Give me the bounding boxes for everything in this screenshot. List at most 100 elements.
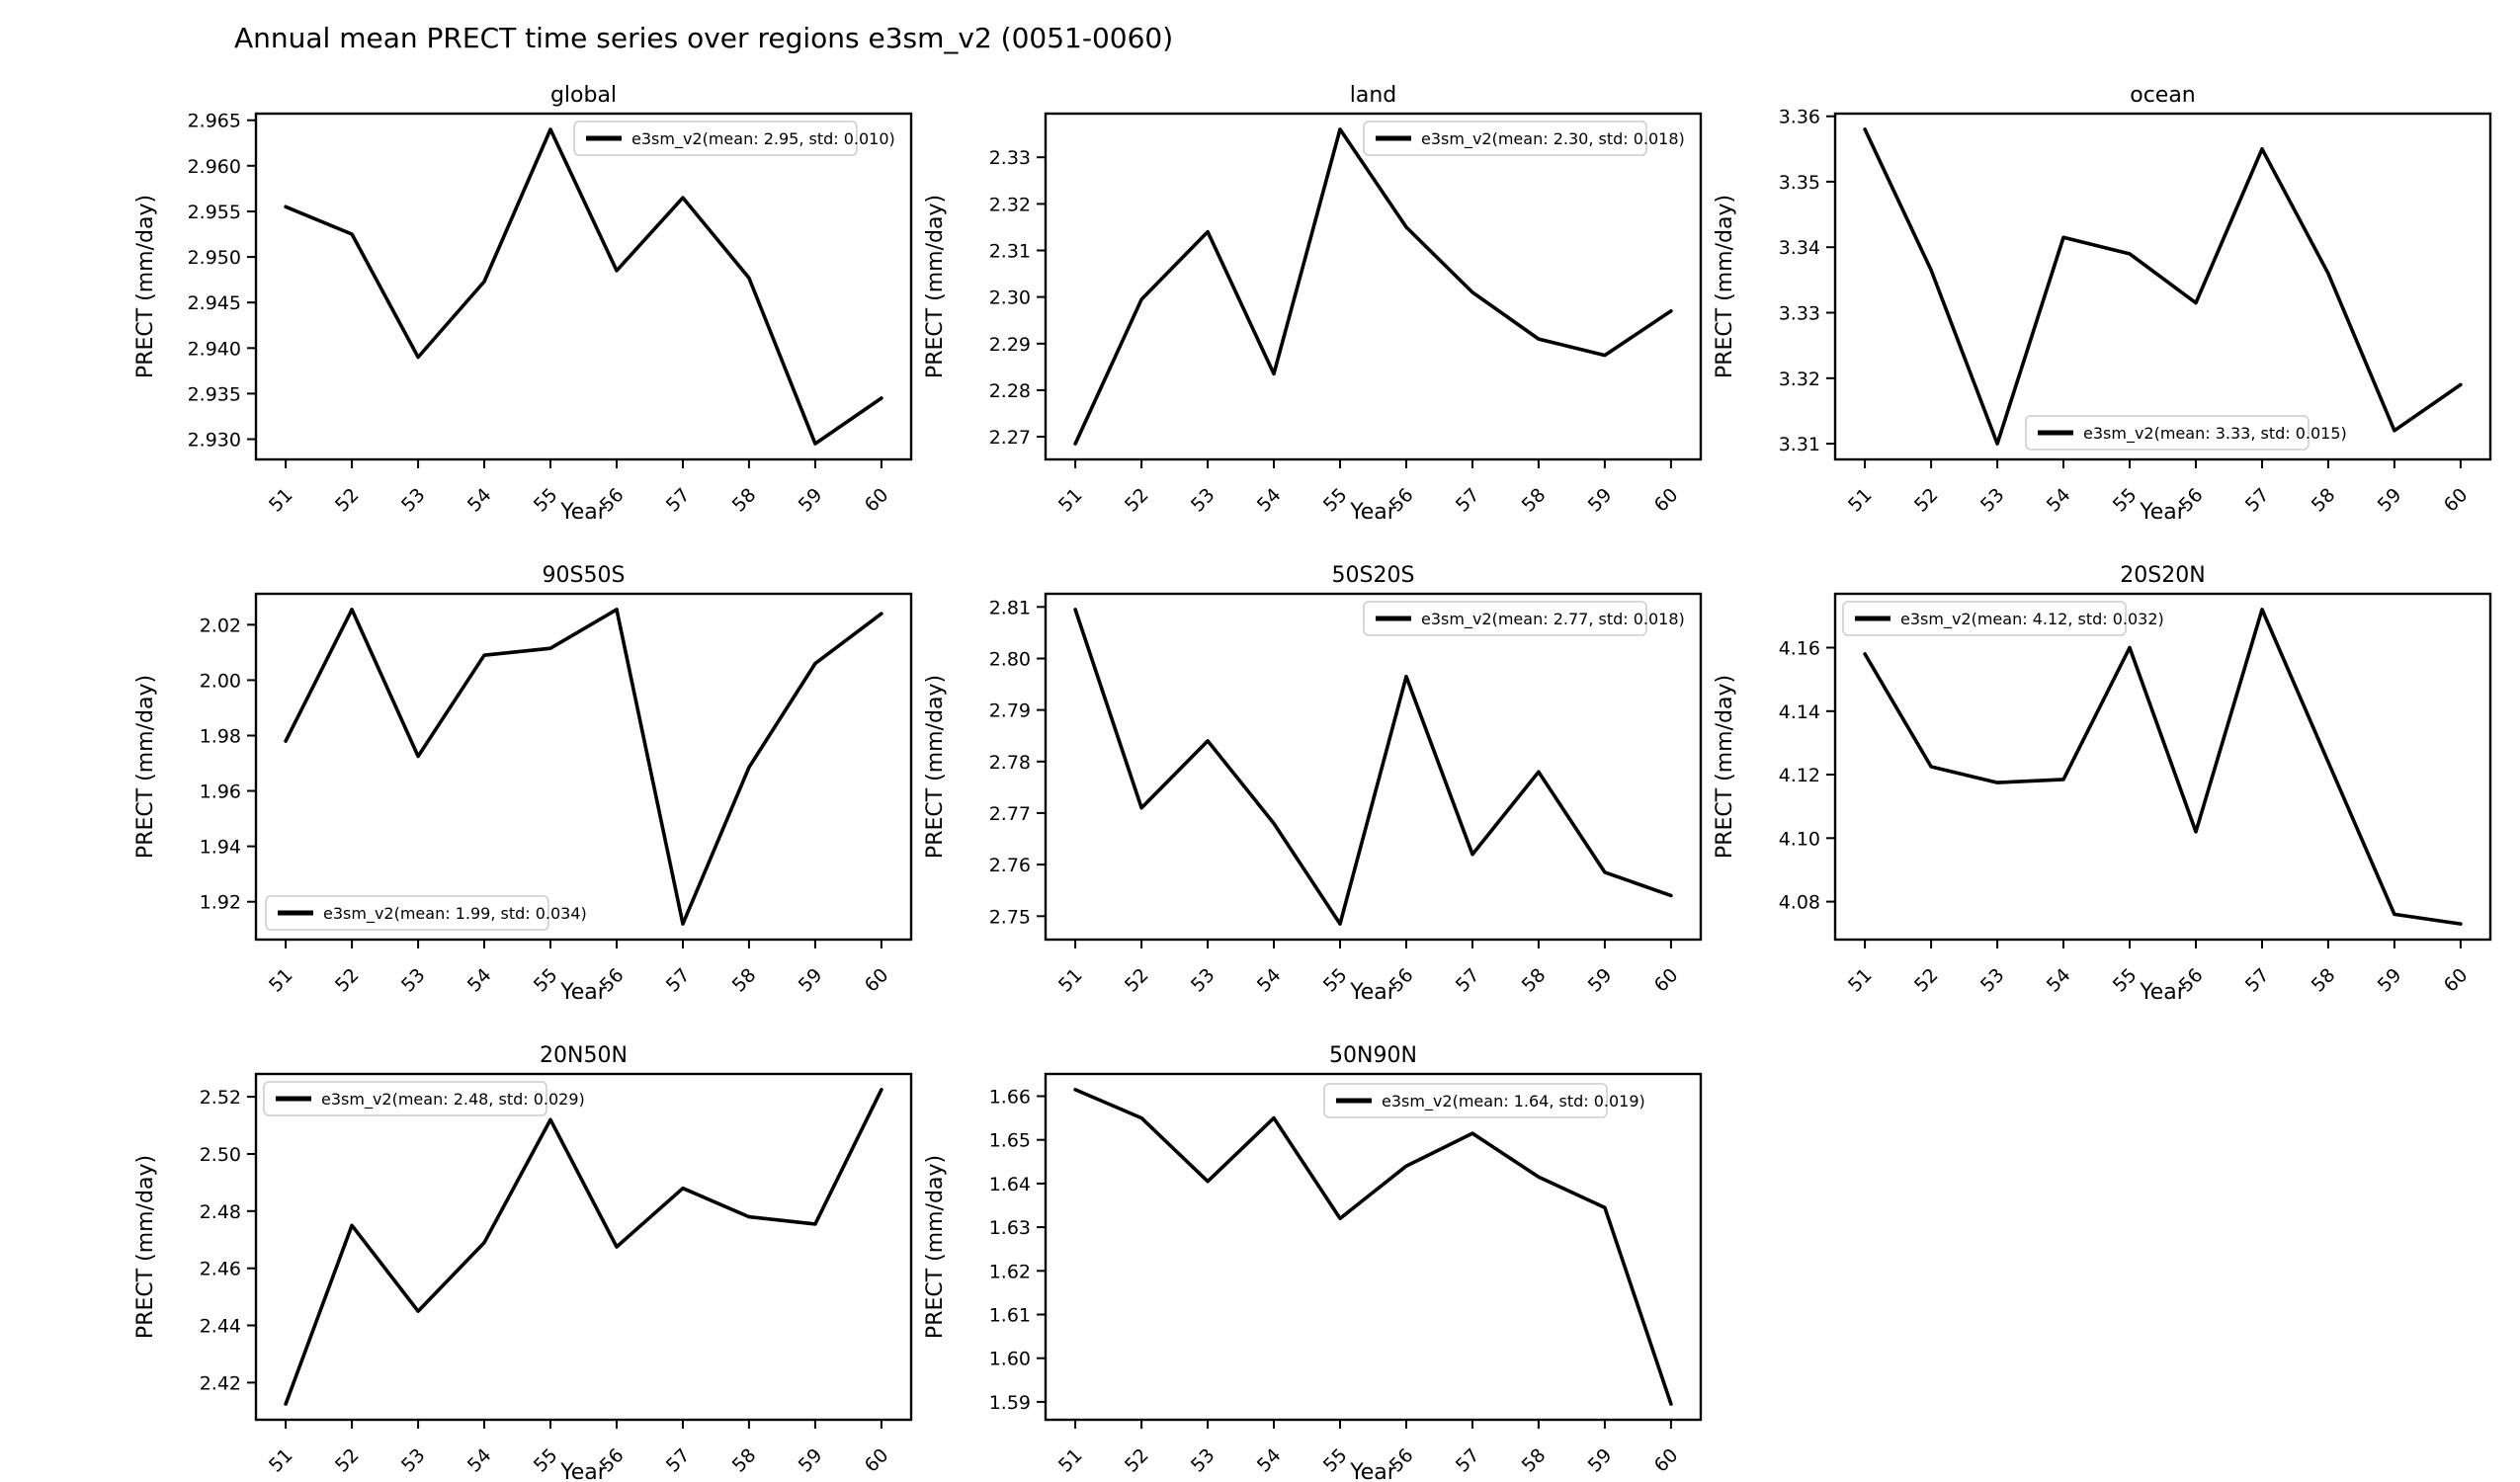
y-tick-label: 2.79 [989, 700, 1031, 722]
chart-20S20N: 20S20N 4.08 4.10 4.12 4.14 4.16 51 52 53 54 55 56 57… [1687, 544, 2497, 1029]
y-tick-label: 2.950 [188, 247, 241, 269]
x-axis-label: Year [2139, 500, 2187, 525]
y-tick-label: 1.66 [989, 1087, 1031, 1109]
y-axis-label: PRECT (mm/day) [133, 1155, 158, 1339]
y-tick-label: 2.965 [188, 111, 241, 132]
y-tick-label: 4.10 [1779, 828, 1820, 850]
y-tick-label: 1.96 [200, 782, 241, 803]
x-tick-label: 51 [1054, 484, 1087, 517]
x-tick-label: 60 [861, 964, 893, 997]
x-tick-label: 58 [728, 484, 761, 517]
x-tick-label: 57 [2241, 484, 2274, 517]
x-tick-label: 58 [728, 1444, 761, 1477]
series-line [284, 608, 883, 926]
y-tick-label: 2.76 [989, 855, 1031, 876]
x-tick-label: 58 [728, 964, 761, 997]
legend: e3sm_v2(mean: 2.48, std: 0.029) [263, 1081, 585, 1116]
legend-label: e3sm_v2(mean: 2.30, std: 0.018) [1421, 129, 1685, 149]
legend-label: e3sm_v2(mean: 2.95, std: 0.010) [631, 129, 895, 149]
x-tick-label: 60 [1650, 484, 1683, 517]
x-axis-label: Year [559, 980, 608, 1005]
legend-box [265, 895, 549, 931]
x-tick-label: 52 [1121, 484, 1153, 517]
x-tick-label: 55 [530, 484, 562, 517]
chart-ocean: ocean 3.31 3.32 3.33 3.34 3.35 3.36 51 52 53 54 55 5… [1687, 64, 2497, 548]
y-tick-label: 1.63 [989, 1217, 1031, 1239]
chart-svg-50N90N: 50N90N 1.59 1.60 1.61 1.62 1.63 1.64 1.65 1.66 51… [923, 1043, 1703, 1482]
x-tick-label: 57 [662, 964, 695, 997]
x-tick-label: 53 [397, 1444, 430, 1477]
x-tick-label: 60 [2440, 964, 2473, 997]
y-tick-label: 4.16 [1779, 638, 1820, 660]
y-tick-label: 3.35 [1779, 172, 1820, 194]
x-tick-label: 57 [662, 1444, 695, 1477]
y-tick-label: 1.59 [989, 1392, 1031, 1414]
y-tick-label: 1.98 [200, 726, 241, 748]
x-tick-label: 54 [463, 1444, 496, 1477]
y-axis-label: PRECT (mm/day) [923, 1155, 948, 1339]
y-tick-label: 2.46 [200, 1259, 241, 1280]
axes-frame [1833, 112, 2492, 461]
chart-svg-ocean: ocean 3.31 3.32 3.33 3.34 3.35 3.36 51 52 53 54 55 5… [1713, 83, 2492, 525]
legend-box [263, 1081, 547, 1116]
legend-box [1363, 121, 1647, 156]
y-axis-label: PRECT (mm/day) [133, 675, 158, 859]
y-tick-label: 2.955 [188, 202, 241, 223]
series-line [1073, 1088, 1673, 1406]
x-tick-label: 51 [265, 1444, 297, 1477]
x-tick-label: 51 [1844, 964, 1877, 997]
y-tick-label: 2.935 [188, 383, 241, 405]
x-tick-label: 59 [795, 484, 827, 517]
x-tick-label: 52 [331, 964, 364, 997]
x-tick-label: 55 [1319, 964, 1352, 997]
y-tick-label: 1.92 [200, 892, 241, 914]
y-tick-label: 1.62 [989, 1261, 1031, 1282]
subplot-title: global [550, 83, 617, 108]
y-tick-label: 2.75 [989, 906, 1031, 928]
x-tick-label: 51 [265, 484, 297, 517]
x-tick-label: 55 [530, 964, 562, 997]
y-tick-label: 1.64 [989, 1174, 1031, 1195]
axes-frame [254, 1072, 913, 1422]
series-line [1073, 127, 1673, 446]
y-tick-label: 2.42 [200, 1372, 241, 1394]
legend: e3sm_v2(mean: 4.12, std: 0.032) [1842, 601, 2164, 636]
y-tick-label: 1.65 [989, 1130, 1031, 1152]
x-tick-label: 52 [1121, 1444, 1153, 1477]
chart-land: land 2.27 2.28 2.29 2.30 2.31 2.32 2.33 51 52 53 54… [897, 64, 1708, 548]
x-tick-label: 54 [1253, 484, 1286, 517]
legend-label: e3sm_v2(mean: 3.33, std: 0.015) [2083, 424, 2347, 444]
chart-svg-50S20S: 50S20S 2.75 2.76 2.77 2.78 2.79 2.80 2.81 51 52 53… [923, 563, 1703, 1005]
x-tick-label: 55 [2109, 964, 2142, 997]
x-tick-label: 55 [530, 1444, 562, 1477]
legend: e3sm_v2(mean: 2.77, std: 0.018) [1363, 601, 1685, 636]
subplot-title: ocean [2130, 83, 2196, 108]
x-axis-label: Year [559, 1460, 608, 1482]
series-line [284, 127, 883, 446]
legend-box [2025, 415, 2310, 451]
series-line [1863, 127, 2463, 446]
y-axis-label: PRECT (mm/day) [1713, 675, 1737, 859]
subplot-title: 50S20S [1332, 563, 1415, 588]
y-tick-label: 2.77 [989, 803, 1031, 825]
legend-box [1842, 601, 2127, 636]
x-tick-label: 57 [1452, 484, 1484, 517]
y-tick-label: 3.34 [1779, 237, 1820, 259]
subplot-title: 50N90N [1329, 1043, 1417, 1068]
subplot-title: land [1350, 83, 1397, 108]
y-tick-label: 2.02 [200, 615, 241, 636]
y-tick-label: 4.12 [1779, 765, 1820, 786]
x-tick-label: 59 [2374, 964, 2406, 997]
x-tick-label: 54 [1253, 1444, 1286, 1477]
y-tick-label: 1.94 [200, 837, 241, 859]
y-tick-label: 2.33 [989, 147, 1031, 169]
x-tick-label: 54 [1253, 964, 1286, 997]
y-tick-label: 4.14 [1779, 701, 1820, 723]
x-tick-label: 53 [1187, 484, 1219, 517]
y-tick-label: 1.60 [989, 1349, 1031, 1370]
legend: e3sm_v2(mean: 3.33, std: 0.015) [2025, 415, 2347, 451]
x-tick-label: 57 [1452, 1444, 1484, 1477]
y-tick-label: 2.00 [200, 670, 241, 692]
